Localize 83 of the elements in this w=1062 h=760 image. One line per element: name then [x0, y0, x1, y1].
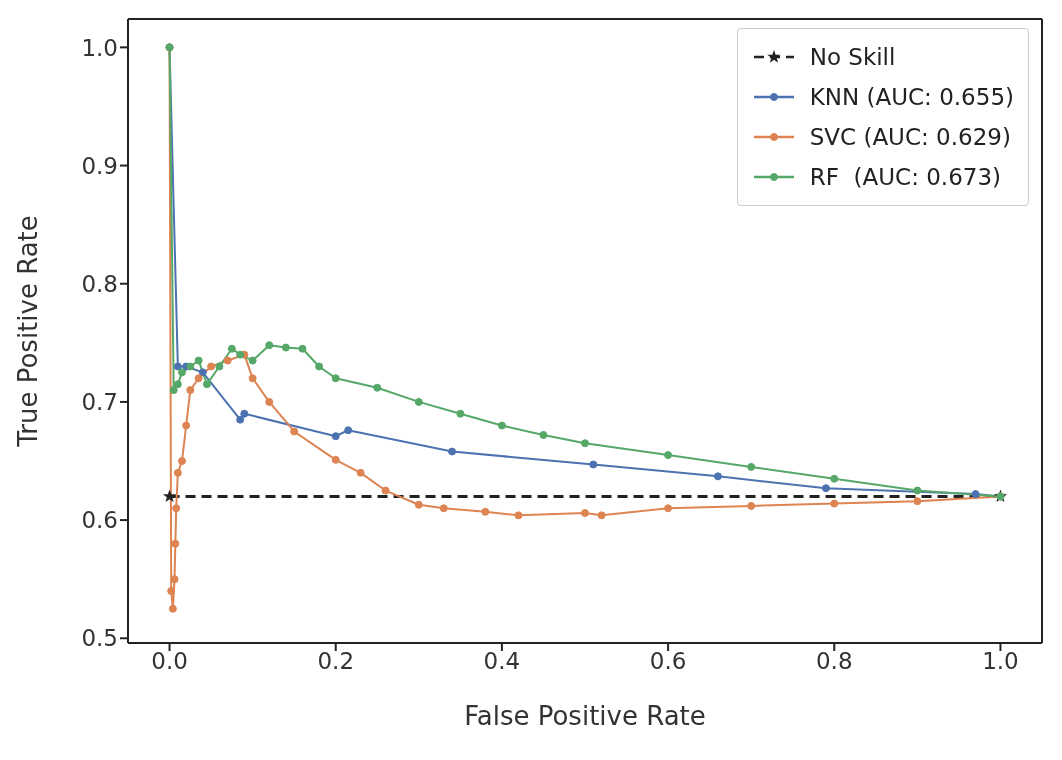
point: [194, 374, 203, 383]
point: [821, 484, 830, 493]
point: [481, 507, 490, 516]
point: [298, 344, 307, 353]
y-tick-label: 0.9: [81, 152, 118, 179]
legend-label: No Skill: [809, 44, 896, 70]
y-axis-title: True Positive Rate: [13, 215, 44, 448]
point: [186, 362, 195, 371]
point: [173, 380, 182, 389]
point: [236, 350, 245, 359]
point: [539, 431, 548, 439]
point: [331, 374, 340, 383]
point: [414, 397, 423, 406]
point: [173, 468, 182, 477]
point: [186, 386, 195, 395]
legend-label: KNN (AUC: 0.655): [809, 84, 1014, 110]
point: [713, 472, 722, 481]
point: [248, 356, 257, 365]
point: [589, 460, 598, 469]
point: [169, 386, 178, 395]
point: [830, 474, 839, 483]
point: [344, 426, 353, 435]
x-tick-label: 0.6: [649, 648, 687, 675]
point: [178, 457, 187, 465]
x-tick-label: 0.8: [815, 648, 853, 675]
point: [182, 421, 191, 430]
y-tick-label: 0.8: [81, 270, 118, 297]
point: [173, 362, 182, 371]
point: [162, 489, 177, 503]
point: [414, 500, 423, 509]
point: [497, 421, 506, 430]
legend-label: SVC (AUC: 0.629): [809, 124, 1011, 150]
point: [202, 380, 211, 389]
point: [170, 575, 179, 584]
point: [215, 362, 224, 371]
point: [315, 362, 324, 371]
x-tick-label: 1.0: [982, 648, 1019, 675]
point: [356, 468, 365, 477]
x-axis-title: False Positive Rate: [464, 701, 706, 731]
point: [194, 356, 203, 365]
point: [448, 447, 457, 456]
point: [331, 432, 340, 441]
point: [223, 356, 232, 365]
point: [281, 343, 290, 352]
point: [664, 451, 673, 460]
point: [747, 462, 756, 471]
point: [581, 439, 589, 448]
point: [913, 486, 922, 495]
point: [265, 341, 274, 350]
point: [240, 409, 249, 418]
y-tick-label: 0.7: [81, 389, 118, 416]
point: [167, 587, 176, 595]
y-tick-label: 0.5: [81, 625, 118, 652]
point: [514, 511, 523, 520]
point: [290, 427, 299, 436]
x-tick-label: 0.2: [317, 648, 355, 675]
point: [373, 383, 382, 392]
point: [331, 455, 340, 464]
point: [236, 415, 245, 424]
point: [172, 504, 181, 513]
point: [913, 497, 922, 506]
point: [198, 368, 207, 377]
point: [227, 344, 236, 353]
point: [168, 604, 177, 613]
point: [207, 362, 216, 371]
point: [456, 409, 465, 418]
x-tick-label: 0.0: [151, 648, 188, 675]
point: [248, 374, 257, 383]
point: [178, 368, 187, 377]
y-tick-label: 0.6: [81, 507, 118, 534]
point: [581, 509, 589, 517]
point: [664, 504, 673, 513]
point: [971, 490, 980, 499]
point: [265, 397, 274, 406]
point: [439, 504, 448, 513]
point: [830, 499, 839, 508]
point: [381, 486, 390, 495]
point: [597, 511, 606, 520]
x-tick-label: 0.4: [483, 648, 521, 675]
point: [171, 539, 180, 548]
point: [747, 501, 756, 510]
y-tick-label: 1.0: [81, 34, 118, 61]
legend-label: RF (AUC: 0.673): [809, 164, 1002, 190]
